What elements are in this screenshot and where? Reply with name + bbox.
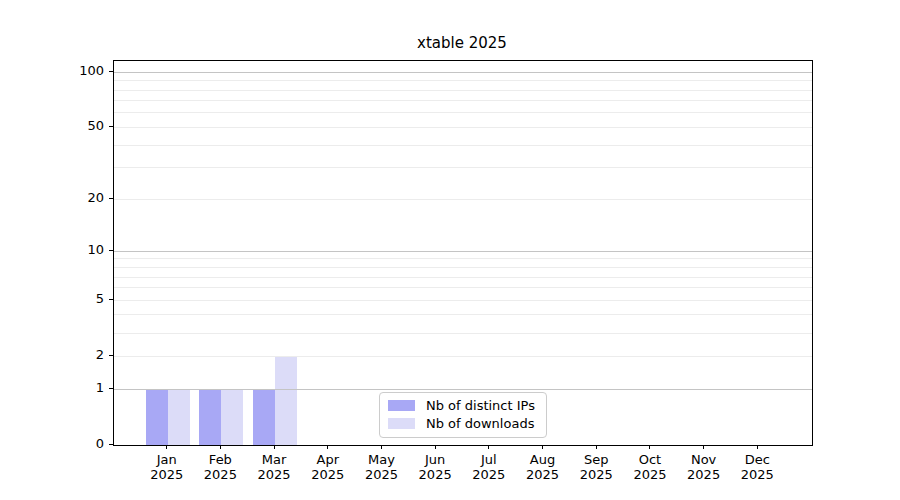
bar-distinct-ips — [253, 389, 275, 445]
legend: Nb of distinct IPs Nb of downloads — [379, 392, 547, 438]
y-tick-mark — [109, 299, 113, 300]
legend-row: Nb of distinct IPs — [388, 398, 535, 413]
x-tick-mark — [220, 445, 221, 449]
x-tick-mark — [703, 445, 704, 449]
y-tick-mark — [109, 388, 113, 389]
legend-swatch-downloads — [388, 418, 415, 429]
x-tick-mark — [757, 445, 758, 449]
bar-distinct-ips — [146, 389, 168, 445]
y-tick-mark — [109, 198, 113, 199]
legend-swatch-distinct-ips — [388, 400, 415, 411]
bar-distinct-ips — [199, 389, 221, 445]
x-tick-mark — [649, 445, 650, 449]
x-tick-mark — [435, 445, 436, 449]
y-tick-label: 5 — [56, 292, 104, 305]
x-tick-year: 2025 — [725, 467, 789, 482]
y-tick-label: 0 — [56, 437, 104, 450]
x-tick-label: Dec2025 — [725, 452, 789, 482]
x-tick-mark — [166, 445, 167, 449]
y-tick-mark — [109, 71, 113, 72]
y-tick-mark — [109, 250, 113, 251]
chart-title: xtable 2025 — [113, 34, 811, 52]
y-tick-label: 50 — [56, 119, 104, 132]
x-tick-mark — [327, 445, 328, 449]
bars-layer — [114, 61, 812, 445]
x-tick-mark — [596, 445, 597, 449]
bar-downloads — [275, 356, 297, 445]
y-tick-label: 10 — [56, 243, 104, 256]
bar-downloads — [221, 389, 243, 445]
x-tick-mark — [542, 445, 543, 449]
legend-label: Nb of distinct IPs — [426, 398, 535, 413]
y-tick-mark — [109, 126, 113, 127]
x-tick-month: Dec — [725, 452, 789, 467]
x-tick-mark — [488, 445, 489, 449]
y-tick-mark — [109, 444, 113, 445]
bar-downloads — [168, 389, 190, 445]
y-tick-label: 1 — [56, 381, 104, 394]
y-tick-label: 100 — [56, 64, 104, 77]
y-tick-label: 20 — [56, 191, 104, 204]
legend-row: Nb of downloads — [388, 416, 535, 431]
x-tick-mark — [274, 445, 275, 449]
plot-area — [113, 60, 813, 446]
y-tick-mark — [109, 355, 113, 356]
y-tick-label: 2 — [56, 348, 104, 361]
figure: xtable 2025 0125102050100 Jan2025Feb2025… — [0, 0, 900, 500]
legend-label: Nb of downloads — [426, 416, 534, 431]
x-tick-mark — [381, 445, 382, 449]
